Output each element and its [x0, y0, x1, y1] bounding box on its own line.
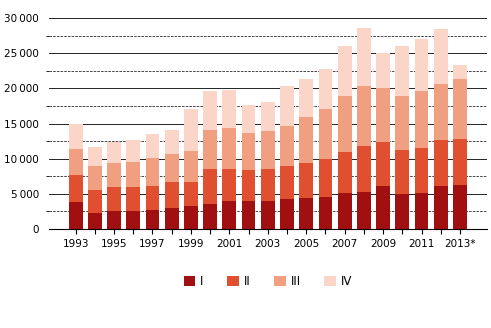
Bar: [242, 105, 255, 133]
Bar: [203, 91, 217, 130]
Bar: [395, 46, 409, 96]
Bar: [203, 169, 217, 204]
Bar: [261, 131, 275, 169]
Bar: [107, 163, 121, 187]
Bar: [357, 28, 371, 86]
Bar: [184, 110, 198, 151]
Bar: [395, 150, 409, 194]
Bar: [453, 79, 467, 139]
Bar: [126, 187, 140, 211]
Bar: [184, 182, 198, 206]
Bar: [338, 152, 352, 193]
Bar: [453, 65, 467, 79]
Bar: [242, 170, 255, 201]
Bar: [300, 163, 313, 198]
Bar: [184, 151, 198, 182]
Bar: [300, 117, 313, 163]
Bar: [395, 194, 409, 229]
Legend: I, II, III, IV: I, II, III, IV: [179, 271, 357, 293]
Bar: [69, 202, 82, 229]
Bar: [203, 130, 217, 169]
Bar: [434, 186, 448, 229]
Bar: [126, 140, 140, 162]
Bar: [145, 134, 160, 158]
Bar: [453, 185, 467, 229]
Bar: [414, 193, 429, 229]
Bar: [145, 186, 160, 210]
Bar: [107, 142, 121, 163]
Bar: [280, 86, 294, 126]
Bar: [376, 53, 390, 89]
Bar: [222, 129, 236, 169]
Bar: [222, 201, 236, 229]
Bar: [222, 90, 236, 129]
Bar: [434, 84, 448, 140]
Bar: [319, 70, 332, 110]
Bar: [261, 102, 275, 131]
Bar: [261, 201, 275, 229]
Bar: [414, 148, 429, 193]
Bar: [338, 46, 352, 96]
Bar: [126, 162, 140, 187]
Bar: [165, 208, 179, 229]
Bar: [145, 158, 160, 186]
Bar: [338, 96, 352, 152]
Bar: [145, 210, 160, 229]
Bar: [69, 149, 82, 175]
Bar: [319, 197, 332, 229]
Bar: [414, 39, 429, 91]
Bar: [107, 211, 121, 229]
Bar: [414, 91, 429, 148]
Bar: [242, 201, 255, 229]
Bar: [69, 124, 82, 149]
Bar: [203, 204, 217, 229]
Bar: [434, 30, 448, 84]
Bar: [165, 130, 179, 154]
Bar: [319, 110, 332, 159]
Bar: [165, 154, 179, 182]
Bar: [300, 79, 313, 117]
Bar: [357, 86, 371, 146]
Bar: [376, 186, 390, 229]
Bar: [434, 140, 448, 186]
Bar: [280, 126, 294, 166]
Bar: [107, 187, 121, 211]
Bar: [357, 146, 371, 192]
Bar: [69, 175, 82, 202]
Bar: [338, 193, 352, 229]
Bar: [376, 142, 390, 186]
Bar: [88, 190, 102, 213]
Bar: [165, 182, 179, 208]
Bar: [280, 166, 294, 199]
Bar: [184, 206, 198, 229]
Bar: [300, 198, 313, 229]
Bar: [453, 139, 467, 185]
Bar: [376, 89, 390, 142]
Bar: [88, 166, 102, 190]
Bar: [261, 169, 275, 201]
Bar: [242, 133, 255, 170]
Bar: [319, 159, 332, 197]
Bar: [395, 96, 409, 150]
Bar: [280, 199, 294, 229]
Bar: [88, 213, 102, 229]
Bar: [222, 169, 236, 201]
Bar: [88, 147, 102, 166]
Bar: [126, 211, 140, 229]
Bar: [357, 192, 371, 229]
